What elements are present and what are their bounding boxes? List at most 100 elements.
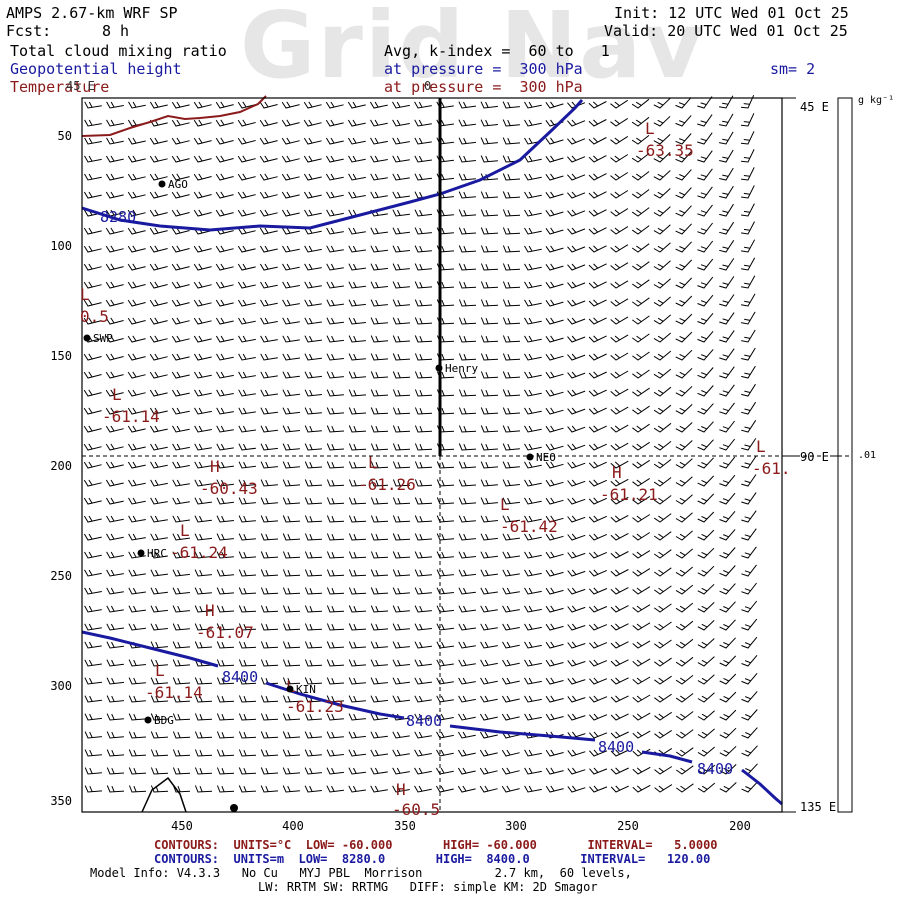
wind-barb	[238, 623, 257, 631]
wind-barb	[414, 443, 433, 451]
wind-barb	[458, 713, 476, 721]
wind-barb	[502, 173, 521, 181]
wind-barb	[216, 659, 235, 667]
wind-barb	[697, 421, 714, 433]
footer-contours-height: CONTOURS: UNITS=m LOW= 8280.0 HIGH= 8400…	[154, 852, 711, 866]
wind-barb	[260, 731, 279, 739]
wind-barb	[458, 677, 476, 685]
wind-barb	[502, 461, 520, 469]
wind-barb	[83, 407, 102, 415]
wind-barb	[392, 227, 410, 235]
wind-barb	[370, 695, 388, 703]
wind-barb	[545, 713, 564, 721]
wind-barb	[392, 101, 410, 109]
wind-barb	[524, 479, 542, 487]
wind-barb	[480, 479, 498, 487]
wind-barb	[480, 227, 499, 235]
high-marker: H	[205, 601, 215, 620]
wind-barb	[260, 641, 279, 649]
wind-barb	[741, 365, 756, 379]
wind-barb	[588, 317, 607, 325]
wind-barb	[216, 425, 234, 433]
wind-barb	[370, 299, 388, 307]
wind-barb	[260, 551, 279, 559]
wind-barb	[458, 587, 476, 595]
wind-barb	[370, 551, 389, 559]
wind-barb	[524, 425, 542, 433]
wind-barb	[106, 659, 124, 667]
wind-barb	[83, 245, 102, 253]
low-value: -61.42	[500, 517, 558, 536]
wind-barb	[149, 353, 168, 361]
wind-barb	[675, 566, 694, 577]
wind-barb	[171, 281, 190, 289]
wind-barb	[502, 389, 521, 397]
wind-barb	[127, 317, 146, 325]
field-cloud-mixing: Total cloud mixing ratio	[10, 42, 227, 60]
wind-barb	[632, 315, 650, 325]
wind-barb	[193, 299, 212, 307]
wind-barb	[524, 713, 542, 721]
wind-barb	[589, 785, 608, 793]
wind-barb	[502, 569, 520, 577]
wind-barb	[524, 353, 542, 361]
wind-barb	[172, 713, 191, 721]
wind-barb	[392, 641, 410, 649]
wind-barb	[282, 461, 300, 469]
wind-barb	[675, 747, 694, 757]
wind-barb	[653, 513, 672, 523]
wind-barb	[567, 749, 586, 757]
wind-barb	[260, 749, 279, 757]
wind-barb	[414, 551, 433, 559]
wind-barb	[588, 299, 607, 307]
wind-barb	[719, 510, 736, 523]
wind-barb	[719, 366, 735, 379]
wind-barb	[260, 605, 279, 613]
wind-barb	[105, 389, 124, 397]
wind-barb	[127, 173, 146, 181]
wind-barb	[83, 299, 102, 307]
wind-barb	[348, 335, 366, 343]
wind-barb	[741, 564, 757, 577]
wind-barb	[653, 386, 672, 397]
wind-barb	[719, 673, 737, 685]
low-value: -61.23	[286, 697, 344, 716]
wind-barb	[193, 173, 212, 181]
wind-barb	[545, 155, 564, 163]
wind-barb	[392, 569, 411, 577]
wind-barb	[610, 154, 629, 163]
wind-barb	[149, 173, 168, 181]
wind-barb	[106, 569, 124, 577]
wind-barb	[370, 605, 389, 613]
wind-barb	[348, 281, 366, 289]
wind-barb	[458, 551, 476, 559]
wind-barb	[150, 587, 168, 595]
wind-barb	[216, 479, 234, 487]
wind-barb	[215, 155, 234, 163]
wind-barb	[370, 191, 388, 199]
wind-barb	[610, 280, 629, 289]
temperature-contour	[81, 95, 267, 137]
wind-barb	[193, 371, 212, 379]
wind-barb	[545, 335, 564, 343]
wind-barb	[610, 677, 629, 685]
station-label-neo: NEO	[536, 451, 556, 464]
wind-barb	[675, 277, 693, 289]
wind-barb	[697, 294, 714, 307]
wind-barb	[150, 731, 169, 739]
wind-barb	[194, 515, 212, 523]
wind-barb	[303, 119, 322, 127]
wind-barb	[282, 695, 301, 703]
wind-barb	[392, 767, 410, 775]
wind-barb	[740, 94, 755, 109]
wind-barb	[436, 677, 454, 685]
wind-barb	[237, 137, 256, 145]
wind-barb	[304, 497, 323, 505]
wind-barb	[502, 497, 520, 505]
wind-barb	[589, 767, 608, 775]
wind-barb	[326, 479, 345, 487]
wind-barb	[238, 353, 256, 361]
wind-barb	[567, 299, 586, 307]
wind-barb	[260, 533, 279, 541]
wind-barb	[719, 113, 734, 127]
